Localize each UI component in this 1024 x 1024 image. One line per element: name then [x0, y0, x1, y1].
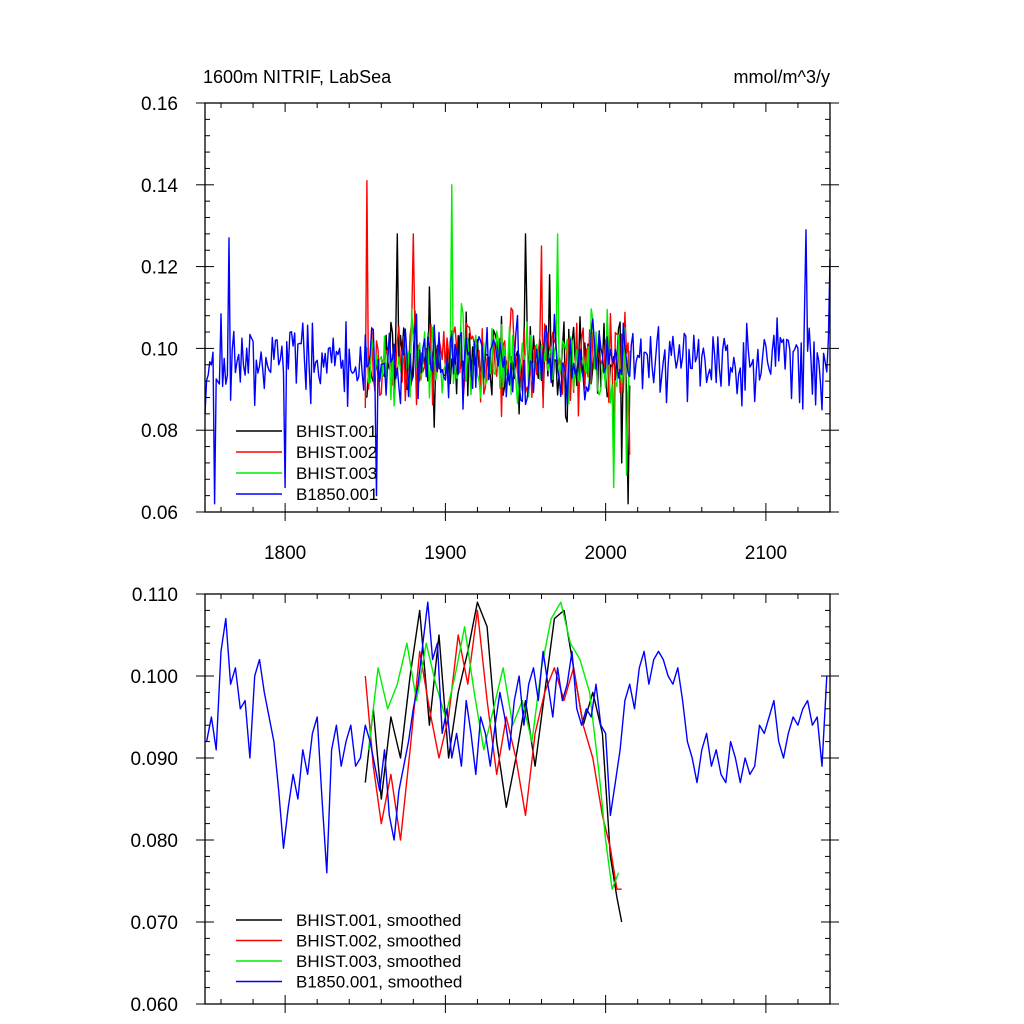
bottom-panel: 0.060 0.070 0.080 0.090 0.100 0.110 BHIST.001… — [130, 585, 839, 1016]
series-line-4 — [205, 601, 828, 874]
series-line-1 — [364, 601, 623, 923]
bottom-legend: BHIST.001, smoothed BHIST.002, smoothedBH… — [236, 911, 462, 992]
top-plot-frame — [204, 102, 831, 513]
y-tick-label: 0.090 — [130, 749, 178, 770]
bottom-plot-frame — [204, 593, 831, 1005]
y-tick-label: 0.16 — [141, 94, 178, 115]
bottom-series-lines — [205, 601, 828, 923]
legend-label: BHIST.003, smoothed — [296, 952, 461, 971]
y-tick-label: 0.080 — [130, 831, 178, 852]
y-tick-label: 0.100 — [130, 667, 178, 688]
y-tick-label: 0.10 — [141, 339, 178, 360]
x-tick-label: 2000 — [585, 543, 627, 564]
bottom-axis-labels: 0.060 0.070 0.080 0.090 0.100 0.110 — [130, 585, 178, 1016]
y-tick-label: 0.06 — [141, 503, 178, 524]
legend-label: BHIST.001, smoothed — [296, 911, 461, 930]
y-tick-label: 0.110 — [132, 585, 178, 606]
legend-label: BHIST.003 — [296, 464, 377, 483]
x-tick-label: 1900 — [424, 543, 466, 564]
y-tick-label: 0.12 — [141, 258, 178, 279]
top-panel: 1600m NITRIF, LabSea mmol/m^3/y 0.06 0.08… — [141, 67, 839, 564]
top-legend: BHIST.001 BHIST.002 BHIST.003 B1850.001 — [236, 422, 378, 504]
legend-label: BHIST.002, smoothed — [296, 932, 461, 951]
y-tick-label: 0.08 — [141, 421, 178, 442]
top-axis-ticks — [196, 102, 839, 521]
x-tick-label: 2100 — [745, 543, 787, 564]
top-series-lines — [204, 180, 831, 505]
top-axis-labels: 0.06 0.08 0.10 0.12 0.14 0.16 1800 1900 2000 2100 — [141, 94, 787, 564]
legend-label: B1850.001, smoothed — [296, 973, 462, 992]
chart-units: mmol/m^3/y — [734, 67, 830, 87]
series-line-2 — [364, 609, 622, 890]
x-tick-label: 1800 — [264, 543, 306, 564]
series-line-3 — [367, 601, 620, 890]
legend-label: B1850.001 — [296, 485, 378, 504]
legend-label: BHIST.002 — [296, 443, 377, 462]
legend-label: BHIST.001 — [296, 422, 377, 441]
y-tick-label: 0.060 — [130, 995, 178, 1016]
y-tick-label: 0.070 — [130, 913, 178, 934]
series-line-2 — [364, 180, 631, 455]
series-line-4 — [204, 229, 831, 505]
bottom-axis-ticks — [196, 593, 839, 1013]
chart-title: 1600m NITRIF, LabSea — [203, 67, 392, 87]
y-tick-label: 0.14 — [141, 176, 178, 197]
